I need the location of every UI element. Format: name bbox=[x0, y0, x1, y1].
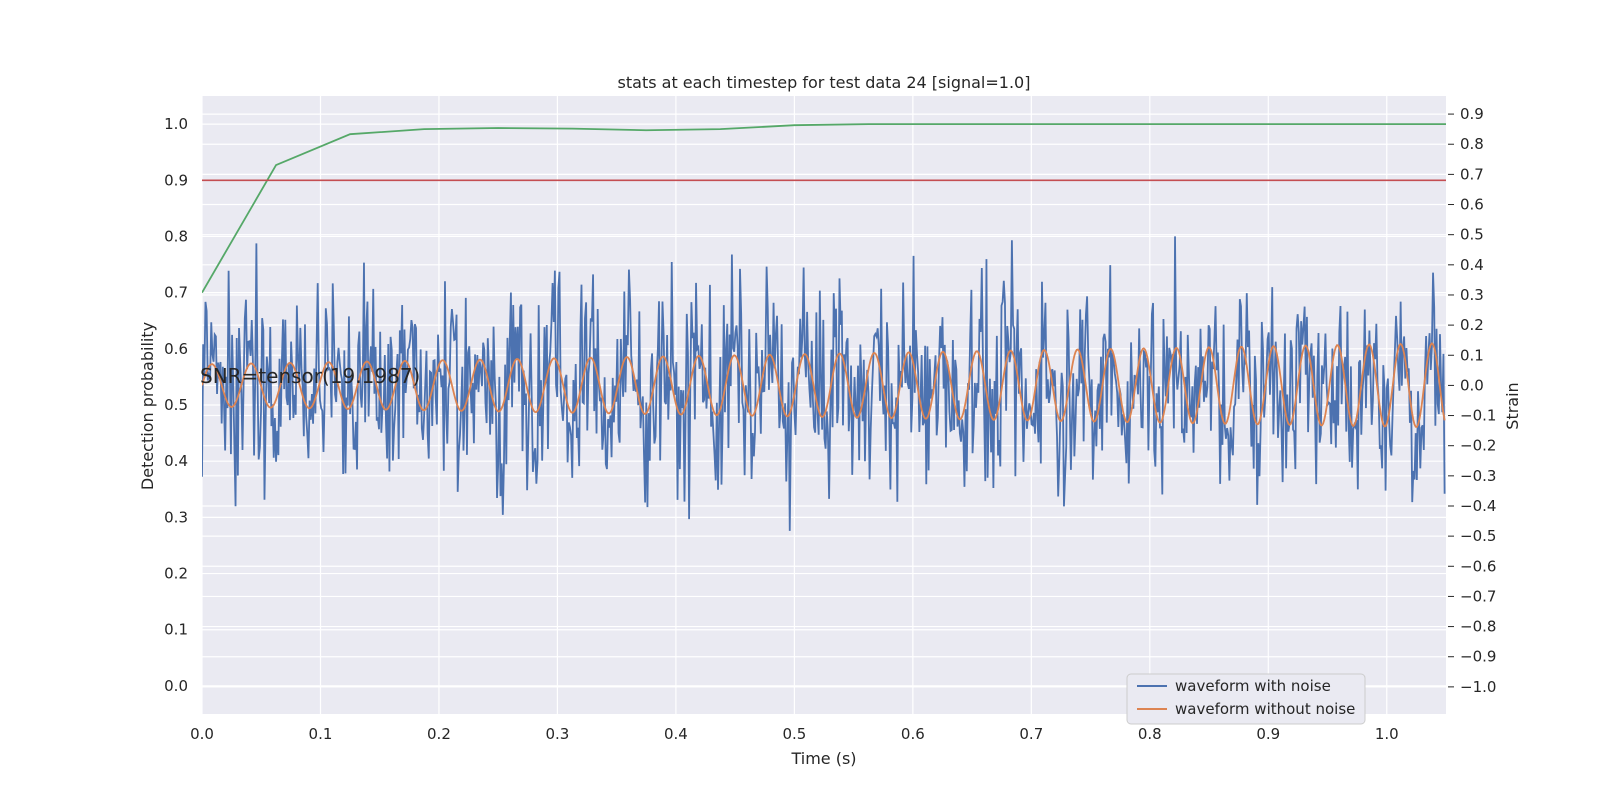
legend-label-noise: waveform with noise bbox=[1175, 677, 1331, 695]
x-tick-label: 0.0 bbox=[190, 725, 214, 743]
y-ticks: 0.0 0.1 0.2 0.3 0.4 0.5 0.6 0.7 0.8 0.9 1.0 bbox=[164, 115, 188, 695]
series-line-detection bbox=[202, 123, 1446, 294]
x-tick-label: 0.1 bbox=[309, 725, 333, 743]
y2-tick-label: −0.6 bbox=[1460, 557, 1496, 575]
legend: waveform with noise waveform without noi… bbox=[1126, 673, 1366, 725]
x-tick-label: 1.0 bbox=[1375, 725, 1399, 743]
legend-box bbox=[1126, 673, 1366, 725]
y2-tick-label: −1.0 bbox=[1460, 678, 1496, 696]
x-tick-label: 0.7 bbox=[1019, 725, 1043, 743]
x-tick-label: 0.9 bbox=[1256, 725, 1280, 743]
x-axis-label: Time (s) bbox=[790, 749, 856, 768]
y-tick-label: 0.6 bbox=[164, 340, 188, 358]
y2-tick-label: −0.5 bbox=[1460, 527, 1496, 545]
series-line-noise bbox=[202, 236, 1446, 531]
legend-label-clean: waveform without noise bbox=[1175, 700, 1355, 718]
y2-tick-label: 0.5 bbox=[1460, 226, 1484, 244]
y-tick-label: 0.4 bbox=[164, 452, 188, 470]
x-tick-label: 0.6 bbox=[901, 725, 925, 743]
y2-tick-label: −0.1 bbox=[1460, 407, 1496, 425]
y2-tick-label: 0.3 bbox=[1460, 286, 1484, 304]
y2-tick-label: 0.6 bbox=[1460, 196, 1484, 214]
y-tick-label: 0.0 bbox=[164, 677, 188, 695]
y2-tick-label: 0.8 bbox=[1460, 135, 1484, 153]
y2-tick-label: −0.8 bbox=[1460, 618, 1496, 636]
series-layer bbox=[202, 123, 1446, 531]
x-tick-label: 0.5 bbox=[782, 725, 806, 743]
y2-tick-label: −0.2 bbox=[1460, 437, 1496, 455]
y2-tick-label: 0.9 bbox=[1460, 105, 1484, 123]
y-tick-label: 0.8 bbox=[164, 227, 188, 245]
y-tick-label: 0.5 bbox=[164, 396, 188, 414]
y2-tick-label: 0.0 bbox=[1460, 376, 1484, 394]
x-tick-label: 0.2 bbox=[427, 725, 451, 743]
y2-tick-label: −0.3 bbox=[1460, 467, 1496, 485]
y-tick-label: 0.7 bbox=[164, 284, 188, 302]
y-tick-label: 0.3 bbox=[164, 508, 188, 526]
y-axis-label: Detection probability bbox=[138, 322, 157, 490]
y-tick-label: 1.0 bbox=[164, 115, 188, 133]
x-tick-label: 0.4 bbox=[664, 725, 688, 743]
y2-tick-label: −0.9 bbox=[1460, 648, 1496, 666]
y-tick-label: 0.2 bbox=[164, 565, 188, 583]
x-tick-label: 0.8 bbox=[1138, 725, 1162, 743]
y2-tick-label: 0.1 bbox=[1460, 346, 1484, 364]
y-tick-label: 0.1 bbox=[164, 621, 188, 639]
y2-tick-label: 0.2 bbox=[1460, 316, 1484, 334]
snr-annotation: SNR=tensor(19.1987) bbox=[200, 364, 420, 388]
y2-tick-label: 0.7 bbox=[1460, 165, 1484, 183]
x-ticks: 0.0 0.1 0.2 0.3 0.4 0.5 0.6 0.7 0.8 0.9 1.0 bbox=[190, 725, 1399, 743]
series-line-clean bbox=[202, 342, 1446, 428]
chart-title: stats at each timestep for test data 24 … bbox=[618, 73, 1031, 92]
y-tick-label: 0.9 bbox=[164, 171, 188, 189]
y2-ticks: −1.0 −0.9 −0.8 −0.7 −0.6 −0.5 −0.4 −0.3 −0.2 −0.1… bbox=[1448, 105, 1496, 696]
y2-tick-label: −0.7 bbox=[1460, 587, 1496, 605]
y2-tick-label: −0.4 bbox=[1460, 497, 1496, 515]
y2-axis-label: Strain bbox=[1503, 382, 1522, 429]
x-tick-label: 0.3 bbox=[545, 725, 569, 743]
y2-tick-label: 0.4 bbox=[1460, 256, 1484, 274]
